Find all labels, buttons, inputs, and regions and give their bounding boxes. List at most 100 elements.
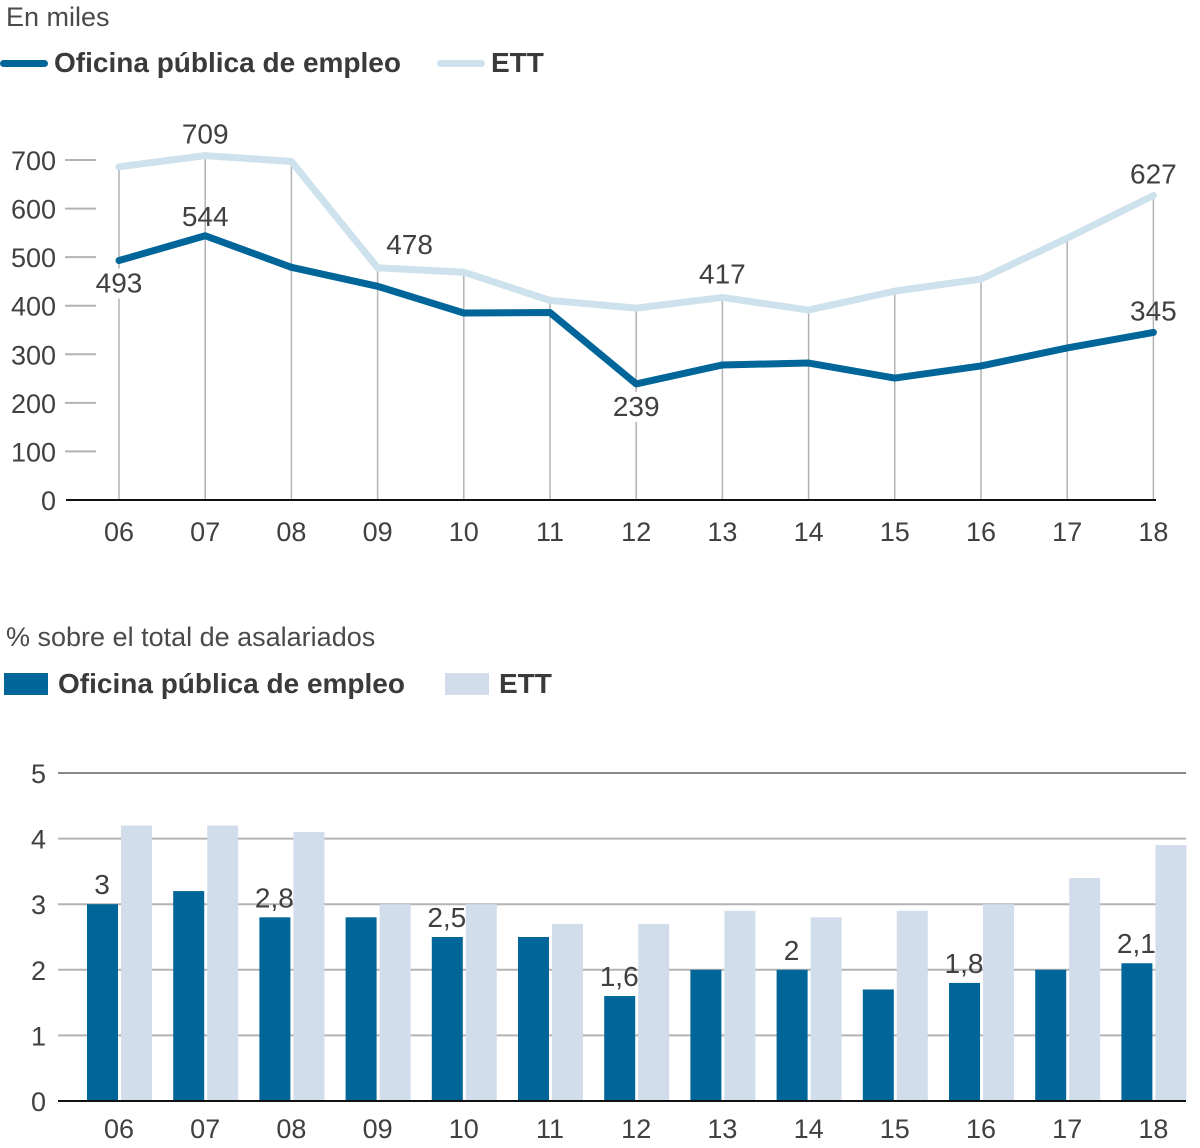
bar-oficina [431,937,463,1101]
x-tick-label: 11 [536,1114,564,1144]
data-label: 2,8 [255,882,294,913]
data-label: 544 [182,201,229,232]
y-tick-label: 400 [11,292,56,322]
x-tick-label: 09 [363,1114,393,1144]
bar-ett [552,923,583,1101]
legend-item-oficina-bar: Oficina pública de empleo [0,668,405,700]
series-line-ett [115,152,1157,314]
data-label: 2,5 [427,902,466,933]
data-label: 2 [784,935,800,966]
bar-ett [896,910,928,1101]
y-tick-label: 4 [31,825,46,855]
bar-ett [207,825,239,1101]
data-label: 627 [1130,158,1177,189]
legend-item-oficina: Oficina pública de empleo [0,47,401,79]
line-chart-subtitle: En miles [6,2,110,32]
data-label: 493 [96,268,143,299]
x-tick-label: 15 [880,517,910,547]
line-chart-legend: Oficina pública de empleo ETT [0,47,580,79]
data-label: 478 [386,229,433,260]
legend-item-ett-bar: ETT [441,668,552,700]
bar-oficina [1035,969,1067,1101]
x-tick-label: 12 [621,1114,651,1144]
legend-swatch-oficina [0,59,48,67]
legend-label-oficina-bar: Oficina pública de empleo [58,668,405,699]
data-label: 1,8 [945,948,984,979]
x-tick-label: 14 [794,1114,824,1144]
data-label: 345 [1130,295,1177,326]
bar-ett [465,904,497,1101]
bar-oficina [690,969,722,1101]
data-label: 417 [699,258,746,289]
data-label: 3 [94,869,110,900]
bar-oficina [862,989,894,1101]
bar-chart-subtitle: % sobre el total de asalariados [6,622,376,652]
data-label: 709 [182,119,229,150]
data-label: 2,1 [1117,928,1156,959]
x-tick-label: 17 [1052,1114,1082,1144]
x-tick-label: 13 [707,517,737,547]
y-tick-label: 2 [31,956,46,986]
legend-label-ett-bar: ETT [498,668,552,699]
x-tick-label: 09 [363,517,393,547]
legend-swatch-ett [436,59,485,67]
y-tick-label: 0 [41,486,56,516]
bar-ett [1155,845,1187,1101]
x-tick-label: 11 [536,517,564,547]
y-tick-label: 5 [31,759,46,789]
x-tick-label: 10 [449,1114,479,1144]
x-tick-label: 15 [880,1114,910,1144]
bar-ett [1069,877,1101,1101]
bar-oficina [1121,963,1153,1101]
bar-oficina [345,917,377,1101]
legend-label-oficina: Oficina pública de empleo [54,47,401,78]
x-tick-label: 14 [794,517,824,547]
data-label: 1,6 [600,961,639,992]
bar-ett [638,923,670,1101]
x-tick-label: 07 [190,1114,220,1144]
y-tick-label: 600 [11,195,56,225]
label-bg [608,391,665,422]
y-tick-label: 0 [31,1087,46,1117]
y-tick-label: 300 [11,340,56,370]
x-tick-label: 08 [276,517,306,547]
y-tick-label: 200 [11,389,56,419]
legend-swatch-oficina-bar [4,673,48,695]
bar-ett [379,904,411,1101]
bar-oficina [173,891,205,1101]
y-tick-label: 700 [11,146,56,176]
bar-ett [810,917,842,1101]
bar-ett [121,825,152,1101]
x-tick-label: 16 [966,517,996,547]
y-tick-label: 3 [31,890,46,920]
legend-swatch-ett-bar [444,673,489,695]
bar-oficina [259,917,291,1101]
x-tick-label: 06 [104,517,134,547]
legend-item-ett: ETT [436,47,544,79]
bar-oficina [87,904,118,1101]
bar-oficina [604,996,636,1101]
bar-oficina [776,969,808,1101]
bar-ett [293,832,325,1101]
x-tick-label: 18 [1138,1114,1168,1144]
bar-chart-legend: Oficina pública de empleo ETT [0,668,588,700]
x-tick-label: 10 [449,517,479,547]
bar-ett [724,910,756,1101]
label-bg [91,268,147,299]
y-tick-label: 1 [31,1021,46,1051]
line-chart: 0 100 200 300 400 500 600 700 06 07 08 09 10 11 12 13 14… [11,119,1177,547]
data-label: 239 [613,391,660,422]
bar-ett [983,904,1014,1101]
x-tick-label: 06 [104,1114,134,1144]
x-tick-label: 08 [276,1114,306,1144]
y-tick-label: 500 [11,243,56,273]
y-tick-label: 100 [11,437,56,467]
x-tick-label: 07 [190,517,220,547]
x-tick-label: 18 [1138,517,1168,547]
bar-oficina [518,937,549,1101]
x-tick-label: 17 [1052,517,1082,547]
x-tick-label: 13 [707,1114,737,1144]
x-tick-label: 16 [966,1114,996,1144]
